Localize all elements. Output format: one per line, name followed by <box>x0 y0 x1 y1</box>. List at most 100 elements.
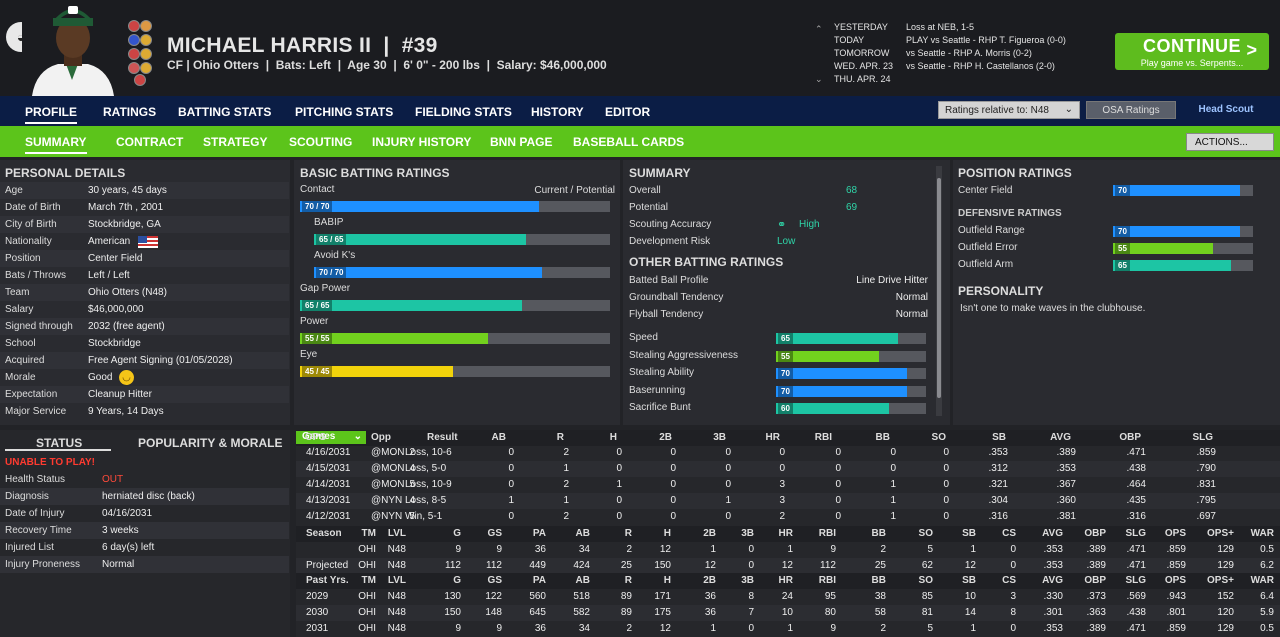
past-year-row-cell: .389 <box>1086 623 1106 634</box>
defensive-ratings-title: DEFENSIVE RATINGS <box>958 208 1062 219</box>
season-header-row-cell: AB <box>575 528 590 539</box>
tab-batting-stats[interactable]: BATTING STATS <box>178 105 272 119</box>
past-years-header-row-cell: 3B <box>741 575 754 586</box>
scrollbar-thumb[interactable] <box>937 178 941 398</box>
season-row-cell: 2 <box>626 544 632 555</box>
past-year-row-cell: .569 <box>1126 591 1146 602</box>
past-year-row-cell: .438 <box>1126 607 1146 618</box>
other-rating-value: Normal <box>895 309 928 320</box>
rating-bar-fill <box>776 403 889 414</box>
past-years-header-row-cell: CS <box>1002 575 1016 586</box>
games-select[interactable]: Games ⌄ <box>296 431 366 444</box>
rating-bar-fill <box>300 300 522 311</box>
past-years-header-row-cell: HR <box>778 575 793 586</box>
game-cell: 0 <box>508 479 514 490</box>
past-year-row-cell: 150 <box>444 607 461 618</box>
rating-bar-value: 70 <box>778 385 793 397</box>
game-cell: 4/14/2031 <box>306 479 351 490</box>
games-col-header: Opp <box>371 432 391 443</box>
past-year-row-cell: 122 <box>485 591 502 602</box>
player-name: MICHAEL HARRIS II | #39 <box>167 34 438 58</box>
tab-popularity-morale[interactable]: POPULARITY & MORALE <box>138 436 283 450</box>
season-header-row-cell: H <box>663 528 671 539</box>
ratings-relative-select[interactable]: Ratings relative to: N48 ⌄ <box>938 101 1080 119</box>
season-row-cell: 9 <box>455 544 461 555</box>
subtab-scouting[interactable]: SCOUTING <box>289 135 353 149</box>
potential-value: 69 <box>846 202 858 213</box>
flag-canton <box>138 236 147 243</box>
game-cell: @NYN <box>371 495 403 506</box>
rating-bar: 55 <box>776 350 926 362</box>
subtab-injury-history[interactable]: INJURY HISTORY <box>372 135 472 149</box>
detail-label: Nationality <box>5 236 52 247</box>
subtab-baseball-cards[interactable]: BASEBALL CARDS <box>573 135 685 149</box>
past-year-row-cell: 3 <box>1010 591 1016 602</box>
us-flag-icon <box>138 236 158 248</box>
past-year-row-cell: .859 <box>1166 623 1186 634</box>
summary-scrollbar[interactable] <box>936 166 942 416</box>
game-cell: Loss, 5-0 <box>405 463 447 474</box>
rating-bar-value: 55 / 55 <box>302 333 333 344</box>
game-cell: 0 <box>835 447 841 458</box>
detail-label: Major Service <box>5 406 67 417</box>
game-cell: 0 <box>616 495 622 506</box>
season-row-cell: Projected <box>306 560 349 571</box>
detail-label: School <box>5 338 36 349</box>
past-year-row-cell: .353 <box>1043 623 1063 634</box>
game-cell: 4/13/2031 <box>306 495 351 506</box>
game-cell: .464 <box>1126 479 1146 490</box>
tab-profile[interactable]: PROFILE <box>25 105 78 124</box>
status-value: 04/16/2031 <box>102 508 153 519</box>
past-year-row-cell: 34 <box>578 623 590 634</box>
past-year-row-cell: 24 <box>781 591 793 602</box>
game-cell: 5 <box>409 479 415 490</box>
past-year-row-cell: 1 <box>710 623 716 634</box>
tab-pitching-stats[interactable]: PITCHING STATS <box>295 105 394 119</box>
game-cell: 0 <box>616 463 622 474</box>
tab-status[interactable]: STATUS <box>36 436 83 450</box>
detail-label: Morale <box>5 372 36 383</box>
osa-ratings-button[interactable]: OSA Ratings <box>1086 101 1176 119</box>
subtab-contract[interactable]: CONTRACT <box>116 135 184 149</box>
game-cell: 1 <box>563 463 569 474</box>
season-row-cell: .353 <box>1043 560 1063 571</box>
rating-bar-value: 65 / 65 <box>302 300 333 311</box>
past-years-header-row-cell: AB <box>575 575 590 586</box>
past-year-row-cell: N48 <box>387 591 406 602</box>
detail-value: 2032 (free agent) <box>88 321 165 332</box>
tab-editor[interactable]: EDITOR <box>605 105 651 119</box>
subtab-bnn-page[interactable]: BNN PAGE <box>490 135 553 149</box>
personality-title: PERSONALITY <box>958 284 1044 298</box>
rating-bar: 70 / 70 <box>314 267 610 278</box>
past-years-header-row-cell: PA <box>532 575 546 586</box>
continue-button[interactable]: CONTINUE Play game vs. Serpents... > <box>1115 33 1269 70</box>
season-row-cell: 34 <box>578 544 590 555</box>
actions-dropdown[interactable]: ACTIONS... <box>1186 133 1274 151</box>
schedule-up-icon[interactable]: ⌃ <box>815 24 823 34</box>
other-rating-value: Line Drive Hitter <box>856 275 928 286</box>
rating-bar: 55 / 55 <box>300 333 610 344</box>
award-badges <box>126 18 154 86</box>
subtab-strategy[interactable]: STRATEGY <box>203 135 268 149</box>
schedule-row: YESTERDAY Loss at NEB, 1-5 <box>812 22 1112 35</box>
subtab-summary[interactable]: SUMMARY <box>25 135 87 154</box>
season-header-row-cell: G <box>453 528 461 539</box>
schedule-down-icon[interactable]: ⌄ <box>815 74 823 84</box>
personal-row: Position Center Field <box>0 250 289 267</box>
player-portrait <box>22 0 124 96</box>
tab-fielding-stats[interactable]: FIELDING STATS <box>415 105 512 119</box>
player-number: #39 <box>401 34 438 57</box>
games-col-header: AB <box>491 432 506 443</box>
personal-row: Bats / Throws Left / Left <box>0 267 289 284</box>
other-rating-label: Groundball Tendency <box>629 292 724 303</box>
past-year-row-cell: 2030 <box>306 607 329 618</box>
season-row-cell: 150 <box>654 560 671 571</box>
season-row-cell: N48 <box>387 544 406 555</box>
games-col-header: AVG <box>1050 432 1071 443</box>
tab-history[interactable]: HISTORY <box>531 105 584 119</box>
games-header-row: Games ⌄ Opp Result AB R H 2B 3B HR RBI BB SO SB AVG OBP… <box>296 430 1280 446</box>
tab-ratings[interactable]: RATINGS <box>103 105 157 119</box>
award-badge-icon <box>128 48 140 60</box>
personal-row: Major Service 9 Years, 14 Days <box>0 403 289 420</box>
head-scout-button[interactable]: Head Scout <box>1180 101 1272 119</box>
